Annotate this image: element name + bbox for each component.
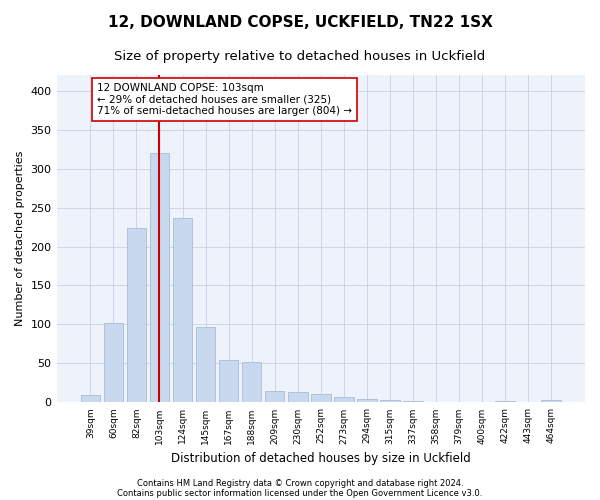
Bar xyxy=(403,401,423,402)
Bar xyxy=(496,401,515,402)
Bar xyxy=(104,323,123,402)
Bar xyxy=(265,390,284,402)
Bar xyxy=(219,360,238,403)
Bar xyxy=(541,400,561,402)
Bar xyxy=(380,400,400,402)
Bar xyxy=(334,397,353,402)
Text: 12 DOWNLAND COPSE: 103sqm
← 29% of detached houses are smaller (325)
71% of semi: 12 DOWNLAND COPSE: 103sqm ← 29% of detac… xyxy=(97,83,352,116)
Bar xyxy=(242,362,262,403)
Bar xyxy=(149,153,169,402)
Bar xyxy=(173,218,193,402)
Bar xyxy=(288,392,308,402)
Bar xyxy=(127,228,146,402)
Y-axis label: Number of detached properties: Number of detached properties xyxy=(15,151,25,326)
Text: Contains public sector information licensed under the Open Government Licence v3: Contains public sector information licen… xyxy=(118,488,482,498)
Bar xyxy=(357,400,377,402)
X-axis label: Distribution of detached houses by size in Uckfield: Distribution of detached houses by size … xyxy=(171,452,470,465)
Bar xyxy=(311,394,331,402)
Text: Size of property relative to detached houses in Uckfield: Size of property relative to detached ho… xyxy=(115,50,485,63)
Bar xyxy=(80,394,100,402)
Text: 12, DOWNLAND COPSE, UCKFIELD, TN22 1SX: 12, DOWNLAND COPSE, UCKFIELD, TN22 1SX xyxy=(107,15,493,30)
Text: Contains HM Land Registry data © Crown copyright and database right 2024.: Contains HM Land Registry data © Crown c… xyxy=(137,478,463,488)
Bar xyxy=(196,327,215,402)
